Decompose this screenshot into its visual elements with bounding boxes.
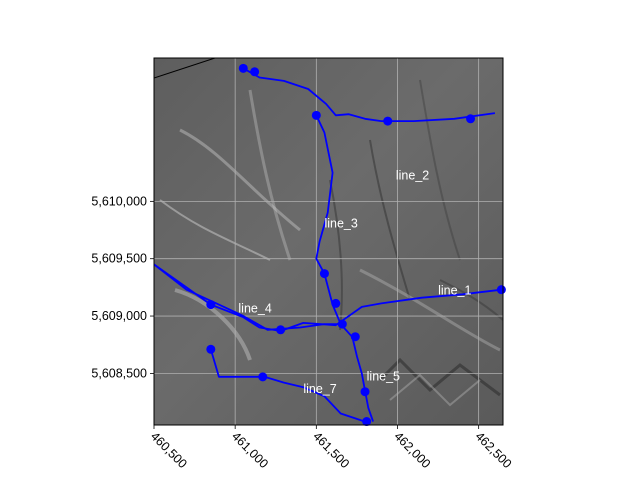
line_7-path: [209, 349, 366, 423]
line_2-path: [242, 67, 496, 122]
survey-points: [206, 63, 506, 427]
hillshade-background: [154, 58, 503, 425]
line_2-point: [383, 116, 393, 126]
line_5-path: [351, 335, 374, 422]
line_4-path: [154, 263, 346, 331]
line_3-label: line_3: [324, 217, 357, 231]
survey-lines: [154, 67, 502, 423]
line_7-point: [258, 372, 268, 382]
y-tick-label: 5,610,000: [91, 194, 147, 208]
x-tick-label: 461,500: [310, 429, 352, 471]
line_1-label: line_1: [438, 283, 471, 297]
y-tick-label: 5,608,500: [91, 366, 147, 380]
y-axis: 5,608,500 5,609,000 5,609,500 5,610,000: [91, 194, 154, 380]
line_3-path: [315, 114, 353, 338]
line-labels: line_1 line_2 line_3 line_4 line_5 line_7: [238, 169, 471, 396]
line_4-point: [276, 325, 286, 335]
line_1-point: [331, 298, 341, 308]
line_4-label: line_4: [238, 302, 271, 316]
line_5-point: [360, 387, 370, 397]
plot-frame: [153, 57, 504, 426]
x-tick-label: 460,500: [148, 429, 190, 471]
line_5-label: line_5: [367, 369, 400, 383]
line_5-point: [350, 332, 360, 342]
x-tick-label: 462,500: [473, 429, 515, 471]
line_3-point: [319, 269, 329, 279]
line_2-point: [466, 114, 476, 124]
line_3-point: [337, 319, 347, 329]
x-tick-label: 461,000: [229, 429, 271, 471]
x-axis: 460,500 461,000 461,500 462,000 462,500: [148, 425, 515, 471]
y-tick-label: 5,609,000: [91, 309, 147, 323]
line_7-label: line_7: [303, 382, 336, 396]
line_1-point: [496, 285, 506, 295]
line_1-point: [206, 300, 216, 310]
y-tick-label: 5,609,500: [91, 252, 147, 266]
line_3-point: [311, 110, 321, 120]
line_2-label: line_2: [396, 169, 429, 183]
x-tick-label: 462,000: [391, 429, 433, 471]
line_2-point: [238, 63, 248, 73]
line_7-point: [362, 417, 372, 427]
line_2-point: [250, 67, 260, 77]
line_7-point: [206, 344, 216, 354]
